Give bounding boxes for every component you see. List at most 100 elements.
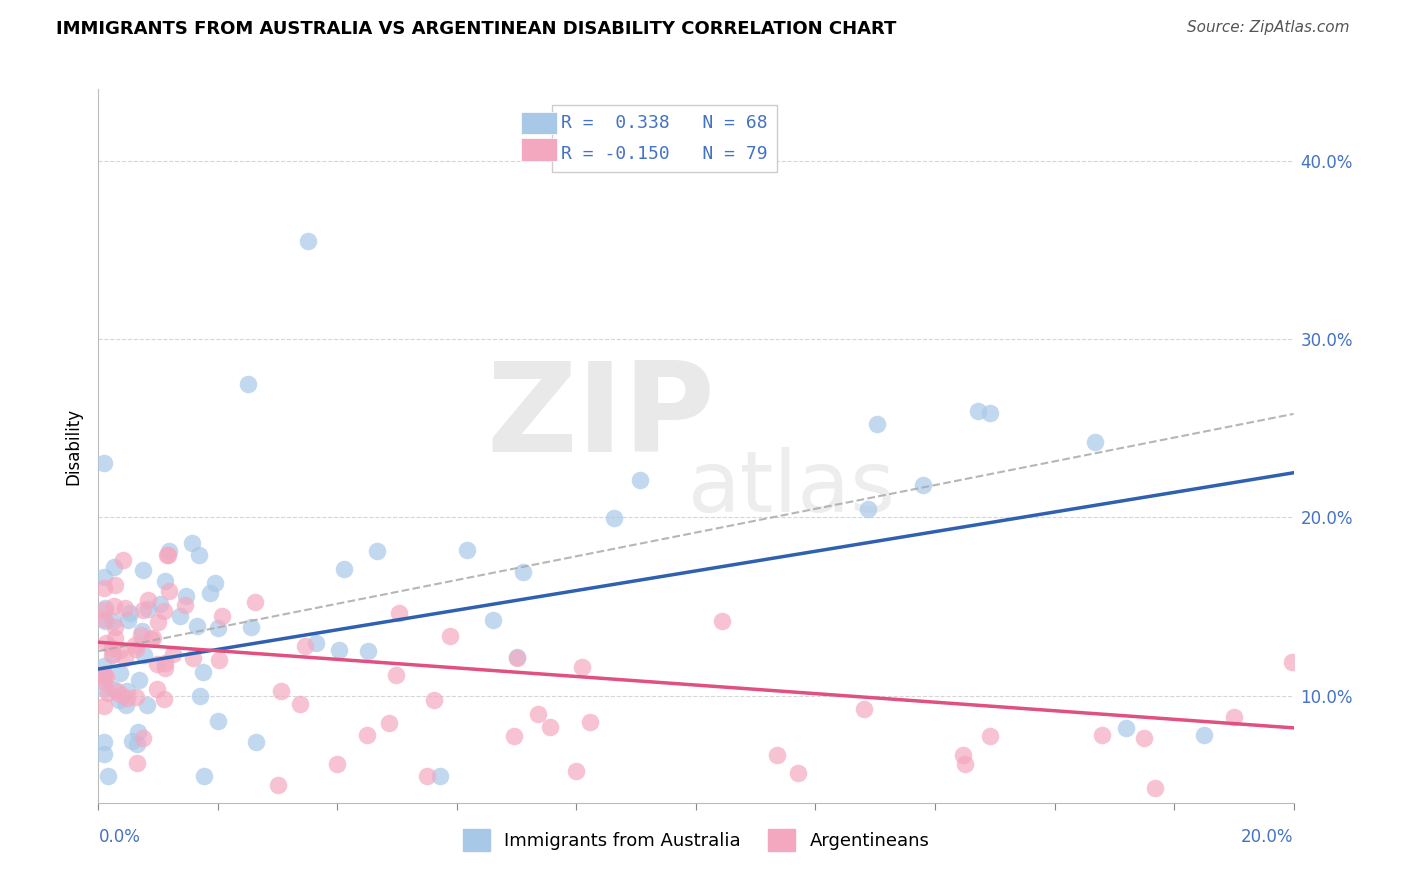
Point	[377, 715, 399, 730]
Point	[191, 665, 214, 679]
Point	[145, 681, 167, 696]
Point	[565, 764, 588, 778]
Point	[114, 600, 136, 615]
Point	[710, 614, 733, 628]
Point	[97, 686, 120, 700]
Point	[456, 542, 478, 557]
Text: atlas: atlas	[688, 447, 896, 531]
Point	[93, 681, 115, 695]
Point	[288, 697, 311, 711]
Point	[101, 647, 124, 661]
Point	[169, 608, 191, 623]
Legend: Immigrants from Australia, Argentineans: Immigrants from Australia, Argentineans	[456, 822, 936, 858]
Point	[423, 693, 446, 707]
Point	[162, 647, 184, 661]
Point	[787, 765, 810, 780]
Point	[124, 639, 146, 653]
Point	[105, 684, 128, 698]
Point	[115, 691, 138, 706]
Point	[204, 575, 226, 590]
Point	[104, 632, 127, 646]
Point	[603, 510, 626, 524]
Point	[385, 668, 408, 682]
Point	[157, 544, 180, 558]
Point	[297, 234, 319, 248]
Point	[104, 620, 127, 634]
Point	[125, 641, 148, 656]
Point	[108, 642, 131, 657]
Point	[1192, 728, 1215, 742]
Point	[155, 657, 177, 671]
Point	[429, 769, 451, 783]
Point	[866, 417, 889, 431]
Point	[198, 586, 221, 600]
Point	[157, 584, 180, 599]
Point	[1083, 434, 1105, 449]
Point	[1281, 656, 1303, 670]
Point	[93, 570, 115, 584]
Point	[155, 548, 177, 562]
Point	[1091, 728, 1114, 742]
Point	[94, 601, 117, 615]
Point	[505, 649, 527, 664]
Text: 20.0%: 20.0%	[1241, 828, 1294, 846]
Point	[128, 673, 150, 688]
Point	[131, 624, 153, 638]
Point	[108, 665, 131, 680]
Point	[93, 747, 115, 761]
Point	[207, 653, 229, 667]
Point	[439, 629, 461, 643]
Point	[136, 601, 159, 615]
Point	[120, 607, 142, 621]
FancyBboxPatch shape	[520, 112, 557, 134]
Point	[149, 597, 172, 611]
Point	[101, 648, 124, 662]
Point	[103, 599, 125, 614]
Point	[127, 737, 149, 751]
Point	[1115, 721, 1137, 735]
Point	[111, 553, 134, 567]
Point	[538, 720, 561, 734]
Point	[267, 778, 290, 792]
Point	[114, 650, 136, 665]
Point	[578, 715, 600, 730]
Point	[153, 604, 176, 618]
Point	[236, 376, 259, 391]
Point	[1223, 710, 1246, 724]
Point	[153, 661, 176, 675]
Point	[135, 698, 157, 712]
Point	[103, 614, 125, 628]
Point	[131, 731, 153, 745]
Point	[153, 574, 176, 588]
Point	[93, 673, 115, 688]
Point	[132, 563, 155, 577]
Point	[104, 578, 127, 592]
Point	[114, 698, 136, 712]
Point	[186, 619, 208, 633]
Point	[979, 729, 1001, 743]
Point	[953, 756, 976, 771]
Point	[127, 725, 149, 739]
Point	[148, 615, 170, 629]
Point	[174, 589, 197, 603]
Point	[979, 406, 1001, 420]
Point	[103, 559, 125, 574]
Point	[211, 609, 233, 624]
Point	[245, 735, 267, 749]
Point	[181, 536, 204, 550]
Point	[628, 473, 651, 487]
Point	[101, 681, 124, 696]
Point	[766, 747, 789, 762]
Point	[305, 636, 328, 650]
Point	[482, 613, 505, 627]
Point	[506, 651, 529, 665]
Point	[110, 689, 132, 703]
Point	[93, 698, 115, 713]
Point	[1144, 780, 1167, 795]
Point	[125, 756, 148, 770]
Point	[270, 683, 292, 698]
Point	[100, 641, 122, 656]
Point	[153, 692, 176, 706]
Point	[366, 544, 388, 558]
Point	[174, 599, 197, 613]
